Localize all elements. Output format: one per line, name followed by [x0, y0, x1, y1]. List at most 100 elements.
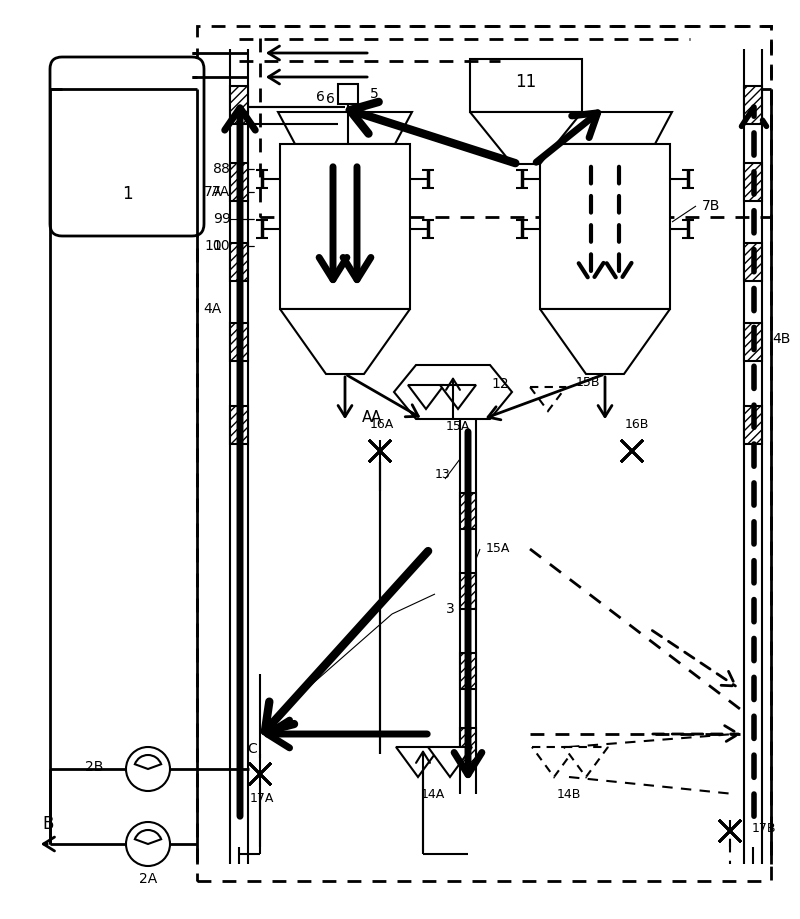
Text: 16A: 16A	[370, 418, 394, 432]
Polygon shape	[396, 747, 440, 777]
Bar	[280, 144, 410, 309]
Polygon shape	[278, 112, 412, 144]
Text: 14B: 14B	[557, 789, 581, 801]
Text: 8: 8	[221, 162, 230, 176]
Bar	[460, 573, 476, 609]
Bar	[230, 86, 248, 124]
FancyArrowPatch shape	[268, 46, 367, 60]
Polygon shape	[280, 309, 410, 374]
Bar	[230, 406, 248, 444]
Circle shape	[126, 747, 170, 791]
Bar	[460, 653, 476, 689]
Bar	[744, 163, 762, 201]
FancyArrowPatch shape	[536, 113, 598, 163]
Polygon shape	[719, 820, 741, 842]
Bar	[744, 323, 762, 361]
Bar	[744, 243, 762, 281]
Polygon shape	[394, 365, 512, 419]
FancyArrowPatch shape	[454, 432, 482, 775]
Text: 6: 6	[326, 92, 334, 106]
Bar	[744, 86, 762, 124]
Text: 4A: 4A	[204, 302, 222, 316]
Text: 10: 10	[204, 239, 222, 253]
Text: 14A: 14A	[421, 789, 445, 801]
Text: 10: 10	[212, 239, 230, 253]
Text: 12: 12	[491, 377, 509, 391]
Polygon shape	[249, 763, 271, 785]
FancyArrowPatch shape	[653, 726, 738, 743]
Text: 16B: 16B	[625, 418, 649, 432]
Polygon shape	[428, 747, 472, 777]
FancyArrowPatch shape	[578, 166, 603, 282]
Text: 4B: 4B	[772, 332, 790, 346]
Polygon shape	[621, 440, 643, 462]
Text: A: A	[362, 410, 372, 425]
FancyArrowPatch shape	[488, 375, 602, 420]
Text: 7A: 7A	[204, 185, 222, 199]
Bar	[338, 84, 358, 104]
FancyArrowPatch shape	[225, 108, 255, 816]
Bar	[230, 323, 248, 361]
Text: 13: 13	[434, 468, 450, 481]
Text: B: B	[42, 815, 54, 833]
Text: 2B: 2B	[85, 760, 103, 774]
FancyArrowPatch shape	[265, 551, 428, 732]
Text: 3: 3	[446, 602, 455, 616]
Bar	[460, 728, 476, 764]
Text: 9: 9	[221, 212, 230, 226]
Text: 2A: 2A	[139, 872, 157, 886]
Polygon shape	[540, 309, 670, 374]
FancyArrowPatch shape	[319, 166, 347, 279]
Bar	[197, 26, 771, 881]
Text: 5: 5	[370, 87, 378, 101]
Text: 7B: 7B	[702, 199, 720, 213]
Polygon shape	[408, 385, 444, 409]
Text: C: C	[247, 742, 257, 756]
Bar	[460, 493, 476, 529]
Polygon shape	[369, 440, 391, 462]
Bar	[540, 144, 670, 309]
Wedge shape	[135, 830, 161, 844]
Polygon shape	[532, 747, 576, 777]
Polygon shape	[470, 112, 582, 164]
FancyArrowPatch shape	[446, 379, 460, 418]
FancyArrowPatch shape	[343, 166, 371, 279]
Text: 1: 1	[122, 185, 132, 203]
FancyArrowPatch shape	[598, 377, 612, 416]
Text: 8: 8	[213, 162, 222, 176]
Text: 7A: 7A	[212, 185, 230, 199]
Text: 17B: 17B	[752, 823, 777, 835]
FancyArrowPatch shape	[652, 630, 735, 686]
FancyArrowPatch shape	[742, 107, 766, 816]
Text: 15A: 15A	[486, 542, 510, 555]
Text: 15B: 15B	[576, 377, 601, 390]
Polygon shape	[719, 820, 741, 842]
Polygon shape	[249, 763, 271, 785]
FancyArrowPatch shape	[350, 102, 515, 164]
Text: 9: 9	[213, 212, 222, 226]
Bar	[230, 243, 248, 281]
FancyBboxPatch shape	[50, 57, 204, 236]
Polygon shape	[369, 440, 391, 462]
Text: 15A: 15A	[446, 421, 470, 434]
Text: 11: 11	[515, 73, 537, 91]
FancyArrowPatch shape	[338, 377, 352, 416]
Polygon shape	[538, 112, 672, 144]
FancyArrowPatch shape	[606, 166, 631, 282]
Text: A: A	[371, 410, 381, 425]
Polygon shape	[621, 440, 643, 462]
Circle shape	[126, 822, 170, 866]
Polygon shape	[530, 387, 566, 411]
FancyArrowPatch shape	[268, 70, 367, 84]
FancyArrowPatch shape	[416, 752, 430, 851]
Text: 17A: 17A	[250, 792, 274, 805]
FancyArrowPatch shape	[43, 837, 54, 851]
Bar	[470, 59, 582, 112]
Bar	[230, 163, 248, 201]
FancyArrowPatch shape	[267, 720, 427, 748]
Bar	[260, 26, 771, 217]
FancyArrowPatch shape	[347, 375, 418, 416]
Polygon shape	[564, 747, 608, 777]
Bar	[744, 406, 762, 444]
Polygon shape	[440, 385, 476, 409]
